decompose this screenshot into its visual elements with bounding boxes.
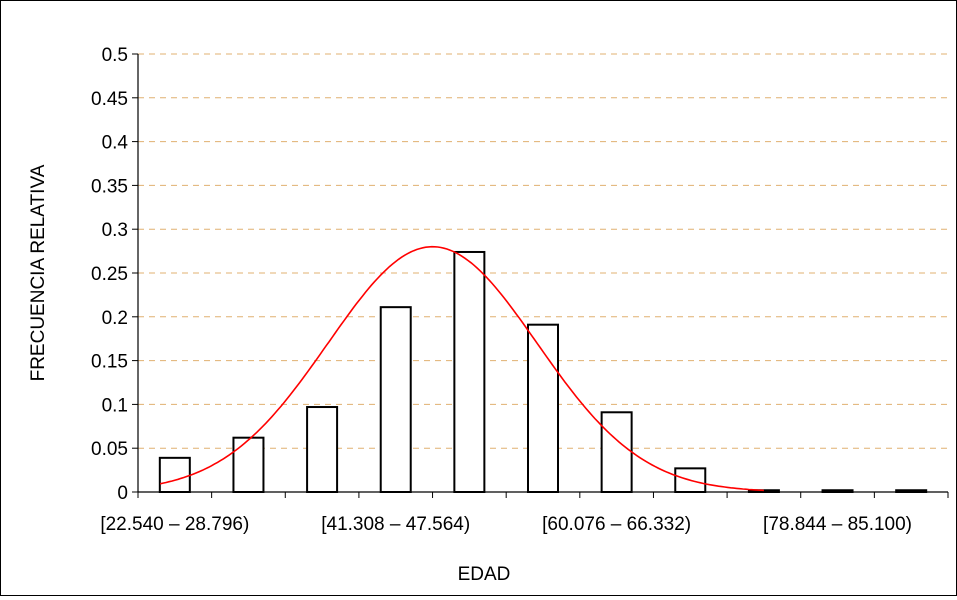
- normal-curve: [159, 245, 764, 492]
- x-tick-label: [41.308 – 47.564): [321, 514, 470, 535]
- y-tick-label: 0.3: [102, 220, 128, 241]
- y-tick-labels: 0 0.05 0.1 0.15 0.2 0.25 0.3 0.35 0.4 0.45 0.5: [91, 45, 128, 504]
- y-tick-label: 0.5: [102, 45, 128, 66]
- y-tick-label: 0.1: [102, 395, 128, 416]
- y-tick-label: 0: [117, 483, 128, 504]
- x-tick-label: [60.076 – 66.332): [542, 514, 691, 535]
- x-tick-label: [22.540 – 28.796): [100, 514, 249, 535]
- x-axis-title: EDAD: [458, 564, 511, 585]
- histogram-bar: [306, 406, 339, 494]
- histogram-bar: [600, 411, 633, 493]
- y-tick-label: 0.25: [91, 264, 128, 285]
- y-tick-label: 0.05: [91, 439, 128, 460]
- histogram-bar: [453, 250, 486, 493]
- grid-lines: [138, 53, 948, 449]
- histogram-bars: [158, 250, 928, 494]
- y-axis-title: FRECUENCIA RELATIVA: [28, 164, 49, 381]
- histogram-bar: [158, 456, 191, 493]
- histogram-bar: [527, 323, 559, 493]
- y-tick-label: 0.45: [91, 89, 128, 110]
- histogram-bar: [232, 436, 265, 493]
- y-tick-label: 0.4: [102, 133, 129, 154]
- axes: [132, 53, 949, 498]
- normal-curve-line: [159, 245, 764, 492]
- x-tick-label: [78.844 – 85.100): [763, 514, 912, 535]
- y-tick-label: 0.2: [102, 308, 128, 329]
- y-tick-label: 0.15: [91, 352, 128, 373]
- histogram-bar: [379, 306, 412, 493]
- y-tick-label: 0.35: [91, 176, 128, 197]
- x-tick-labels: [22.540 – 28.796) [41.308 – 47.564) [60.07…: [100, 514, 912, 535]
